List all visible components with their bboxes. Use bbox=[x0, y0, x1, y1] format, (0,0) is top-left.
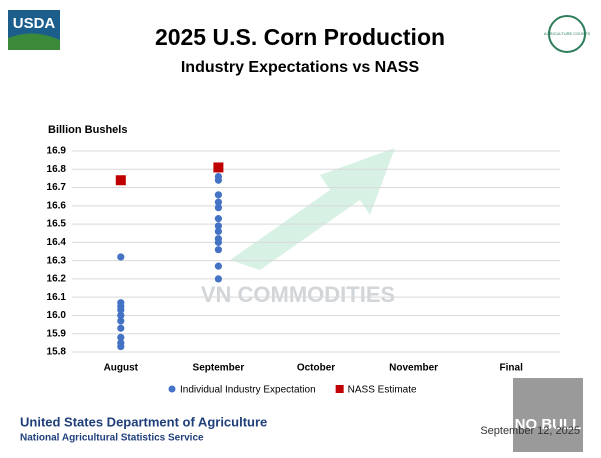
y-tick-label: 16.5 bbox=[47, 219, 67, 230]
seal bbox=[548, 15, 586, 53]
footer-org: United States Department of Agriculture bbox=[20, 414, 267, 429]
y-tick-label: 15.9 bbox=[47, 328, 67, 339]
industry-expectation bbox=[214, 246, 222, 254]
footer-agency: National Agricultural Statistics Service bbox=[20, 433, 204, 444]
industry-expectation bbox=[214, 198, 222, 206]
industry-expectation bbox=[214, 215, 222, 223]
industry-expectation bbox=[214, 227, 222, 235]
legend-swatch bbox=[335, 385, 344, 393]
industry-expectation bbox=[214, 262, 222, 270]
industry-expectation bbox=[117, 306, 125, 314]
legend-label: NASS Estimate bbox=[348, 385, 417, 396]
y-tick-label: 16.3 bbox=[47, 255, 67, 266]
nass-estimate bbox=[115, 175, 126, 186]
industry-expectation bbox=[117, 342, 125, 351]
y-tick-label: 15.8 bbox=[47, 347, 67, 358]
y-tick-label: 16.8 bbox=[47, 164, 67, 175]
y-tick-label: 16.6 bbox=[47, 200, 67, 211]
industry-expectation bbox=[214, 176, 222, 184]
nass-estimate bbox=[213, 162, 224, 173]
industry-expectation bbox=[117, 253, 125, 261]
seal-text: AGRICULTURE COUNTS bbox=[544, 31, 591, 36]
footer-date: September 12, 2025 bbox=[480, 425, 580, 437]
x-tick-label: October bbox=[297, 363, 335, 374]
badge: NO BULL bbox=[515, 416, 582, 433]
industry-expectation bbox=[214, 204, 222, 212]
y-tick-label: 16.4 bbox=[47, 237, 67, 248]
industry-expectation bbox=[117, 333, 125, 341]
y-tick-label: 16.2 bbox=[47, 274, 67, 285]
usda-logo-wave bbox=[8, 33, 60, 50]
watermark-arrow bbox=[230, 148, 395, 270]
x-tick-label: September bbox=[193, 363, 245, 374]
chart-subtitle: Industry Expectations vs NASS bbox=[181, 59, 420, 76]
y-tick-label: 16.1 bbox=[47, 292, 67, 303]
industry-expectation bbox=[117, 317, 125, 325]
industry-expectation bbox=[214, 275, 222, 283]
badge-bg bbox=[513, 378, 583, 452]
y-tick-label: 16.9 bbox=[47, 146, 67, 157]
industry-expectation bbox=[117, 324, 125, 332]
x-tick-label: Final bbox=[500, 363, 524, 374]
y-tick-label: 16.0 bbox=[47, 310, 67, 321]
y-tick-label: 16.7 bbox=[47, 182, 67, 193]
industry-expectation bbox=[214, 191, 222, 199]
watermark: VN COMMODITIES bbox=[201, 282, 395, 307]
y-axis-label: Billion Bushels bbox=[48, 124, 127, 136]
industry-expectation bbox=[214, 222, 222, 230]
legend-swatch bbox=[168, 385, 176, 393]
chart-title: 2025 U.S. Corn Production bbox=[155, 24, 445, 50]
industry-expectation bbox=[214, 238, 222, 246]
industry-expectation bbox=[117, 311, 125, 320]
usda-logo: USDA bbox=[13, 15, 56, 32]
legend-label: Individual Industry Expectation bbox=[180, 385, 316, 396]
x-tick-label: November bbox=[389, 363, 438, 374]
x-tick-label: August bbox=[104, 363, 139, 374]
